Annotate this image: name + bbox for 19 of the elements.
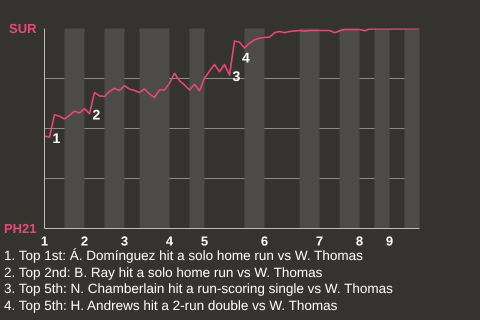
x-tick-label: 7 xyxy=(316,234,324,248)
x-tick-label: 3 xyxy=(120,234,128,248)
annotation: 1 xyxy=(52,130,60,146)
x-tick-label: 1 xyxy=(40,234,48,248)
x-tick-label: 6 xyxy=(260,234,268,248)
text: PH21 xyxy=(4,221,37,236)
x-tick-label: 4 xyxy=(166,234,174,248)
annotation: 4 xyxy=(242,50,250,66)
annotation: 3 xyxy=(232,68,240,84)
text: 2. Top 2nd: B. Ray hit a solo home run vs W. Thomas xyxy=(4,264,322,280)
annotation: 2 xyxy=(92,106,100,123)
text: SUR xyxy=(9,21,38,36)
x-tick-label: 8 xyxy=(356,234,364,248)
text: 4. Top 5th: H. Andrews hit a 2-run double vs W. Thomas xyxy=(4,298,338,312)
x-tick-label: 5 xyxy=(200,234,208,248)
text: 3. Top 5th: N. Chamberlain hit a run-scoring single vs W. Thomas xyxy=(4,281,393,296)
x-tick-label: 9 xyxy=(386,234,394,248)
x-tick-label: 2 xyxy=(80,234,88,248)
text: 1. Top 1st: Á. Domínguez hit a solo home run vs W. Thomas xyxy=(4,248,363,263)
